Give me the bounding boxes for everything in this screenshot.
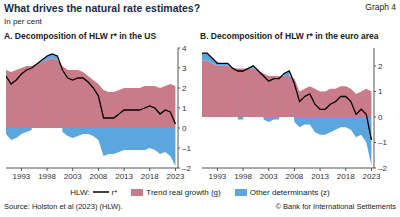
svg-text:2008: 2008 xyxy=(90,172,108,181)
html-text:r*: r* xyxy=(111,187,118,197)
svg-text:1998: 1998 xyxy=(234,172,252,181)
html-text:What drives the natural rate e: What drives the natural rate estimates? xyxy=(4,2,201,14)
svg-text:1: 1 xyxy=(182,104,187,113)
svg-text:2003: 2003 xyxy=(260,172,278,181)
svg-text:2008: 2008 xyxy=(286,172,304,181)
svg-text:2013: 2013 xyxy=(311,172,329,181)
svg-text:1993: 1993 xyxy=(13,172,31,181)
svg-text:3: 3 xyxy=(182,64,187,73)
svg-text:4: 4 xyxy=(182,44,187,53)
svg-text:2: 2 xyxy=(378,62,383,71)
svg-text:2: 2 xyxy=(182,84,187,93)
html-text:HLW:: HLW: xyxy=(70,187,90,197)
html-text:A. Decomposition of HLW r* in: A. Decomposition of HLW r* in the US xyxy=(4,31,157,41)
svg-text:1: 1 xyxy=(378,87,383,96)
svg-text:2023: 2023 xyxy=(363,172,381,181)
svg-text:–2: –2 xyxy=(182,164,191,173)
html-text:Other determinants (z): Other determinants (z) xyxy=(249,187,330,197)
svg-text:0: 0 xyxy=(378,113,383,122)
svg-text:2013: 2013 xyxy=(115,172,133,181)
html-text:Graph 4: Graph 4 xyxy=(365,2,396,12)
svg-text:2023: 2023 xyxy=(167,172,185,181)
html-text:© Bank for International Settl: © Bank for International Settlements xyxy=(275,202,396,211)
svg-text:1993: 1993 xyxy=(209,172,227,181)
html-text:Source: Holston et al (2023) (: Source: Holston et al (2023) (HLW). xyxy=(4,202,123,211)
svg-text:1998: 1998 xyxy=(38,172,56,181)
html-text:B. Decomposition of HLW r* in: B. Decomposition of HLW r* in the euro a… xyxy=(200,31,379,41)
svg-text:–2: –2 xyxy=(378,164,387,173)
svg-text:2018: 2018 xyxy=(141,172,159,181)
svg-text:2018: 2018 xyxy=(337,172,355,181)
html-text:Trend real growth (g): Trend real growth (g) xyxy=(146,187,221,197)
svg-text:–1: –1 xyxy=(182,144,191,153)
html-text:In per cent: In per cent xyxy=(4,17,42,26)
svg-text:–1: –1 xyxy=(378,138,387,147)
svg-text:0: 0 xyxy=(182,124,187,133)
svg-text:2003: 2003 xyxy=(64,172,82,181)
